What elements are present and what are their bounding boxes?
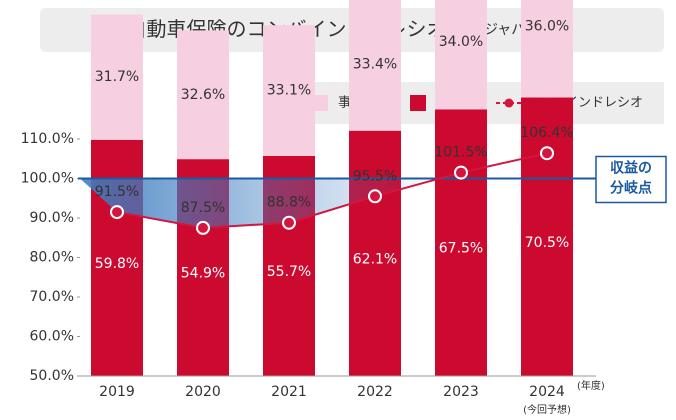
- bar-segment: [435, 0, 487, 110]
- line-label: 101.5%: [434, 145, 487, 161]
- y-tick-label: 70.0%: [30, 289, 74, 305]
- data-label: 55.7%: [267, 264, 311, 280]
- data-label: 31.7%: [95, 69, 139, 85]
- data-label: 62.1%: [353, 251, 397, 267]
- line-marker: [540, 146, 554, 161]
- x-tick-label: 2023: [443, 384, 479, 400]
- data-label: 70.5%: [525, 235, 569, 251]
- data-label: 36.0%: [525, 18, 569, 34]
- reference-label: 分岐点: [610, 180, 652, 197]
- bar-segment: [521, 0, 573, 98]
- y-tick-label: 110.0%: [21, 131, 74, 147]
- y-tick-label: 100.0%: [21, 171, 74, 187]
- data-label: 33.1%: [267, 83, 311, 99]
- line-label: 88.8%: [267, 195, 311, 211]
- bar-segment: [349, 130, 401, 376]
- data-label: 67.5%: [439, 241, 483, 257]
- bar-segment: [177, 30, 229, 160]
- data-label: 32.6%: [181, 87, 225, 103]
- bar-segment: [435, 109, 487, 376]
- reference-box: [595, 155, 667, 204]
- x-tick-label: 2020: [185, 384, 221, 400]
- bar-segment: [263, 25, 315, 156]
- data-label: 59.8%: [95, 256, 139, 272]
- line-marker: [110, 205, 124, 220]
- x-tick-label: 2024: [529, 384, 565, 400]
- data-label: 54.9%: [181, 266, 225, 282]
- break-even-shade: [80, 178, 440, 228]
- legend-swatch: [312, 95, 328, 111]
- data-label: 33.4%: [353, 57, 397, 73]
- bar-segment: [91, 14, 143, 140]
- legend-marker: [504, 98, 514, 108]
- line-label: 95.5%: [353, 168, 397, 184]
- y-tick-label: 80.0%: [30, 250, 74, 266]
- bar-segment: [349, 0, 401, 131]
- reference-label: 収益の: [610, 160, 652, 177]
- x-tick-label: 2019: [99, 384, 135, 400]
- x-unit: (年度): [577, 379, 605, 392]
- data-label: 34.0%: [439, 34, 483, 50]
- line-marker: [282, 215, 296, 230]
- line: [116, 152, 548, 229]
- line-label: 87.5%: [181, 200, 225, 216]
- y-tick-label: 50.0%: [30, 368, 74, 384]
- y-tick-label: 60.0%: [30, 329, 74, 345]
- line-label: 106.4%: [520, 125, 573, 141]
- y-tick-label: 90.0%: [30, 210, 74, 226]
- x-tick-note: (今回予想): [523, 403, 571, 416]
- x-tick-label: 2021: [271, 384, 307, 400]
- x-tick-label: 2022: [357, 384, 393, 400]
- line-label: 91.5%: [95, 184, 139, 200]
- line-marker: [368, 189, 382, 204]
- line-marker: [454, 165, 468, 180]
- legend-swatch: [410, 95, 426, 111]
- line-marker: [196, 220, 210, 235]
- bar-segment: [521, 97, 573, 377]
